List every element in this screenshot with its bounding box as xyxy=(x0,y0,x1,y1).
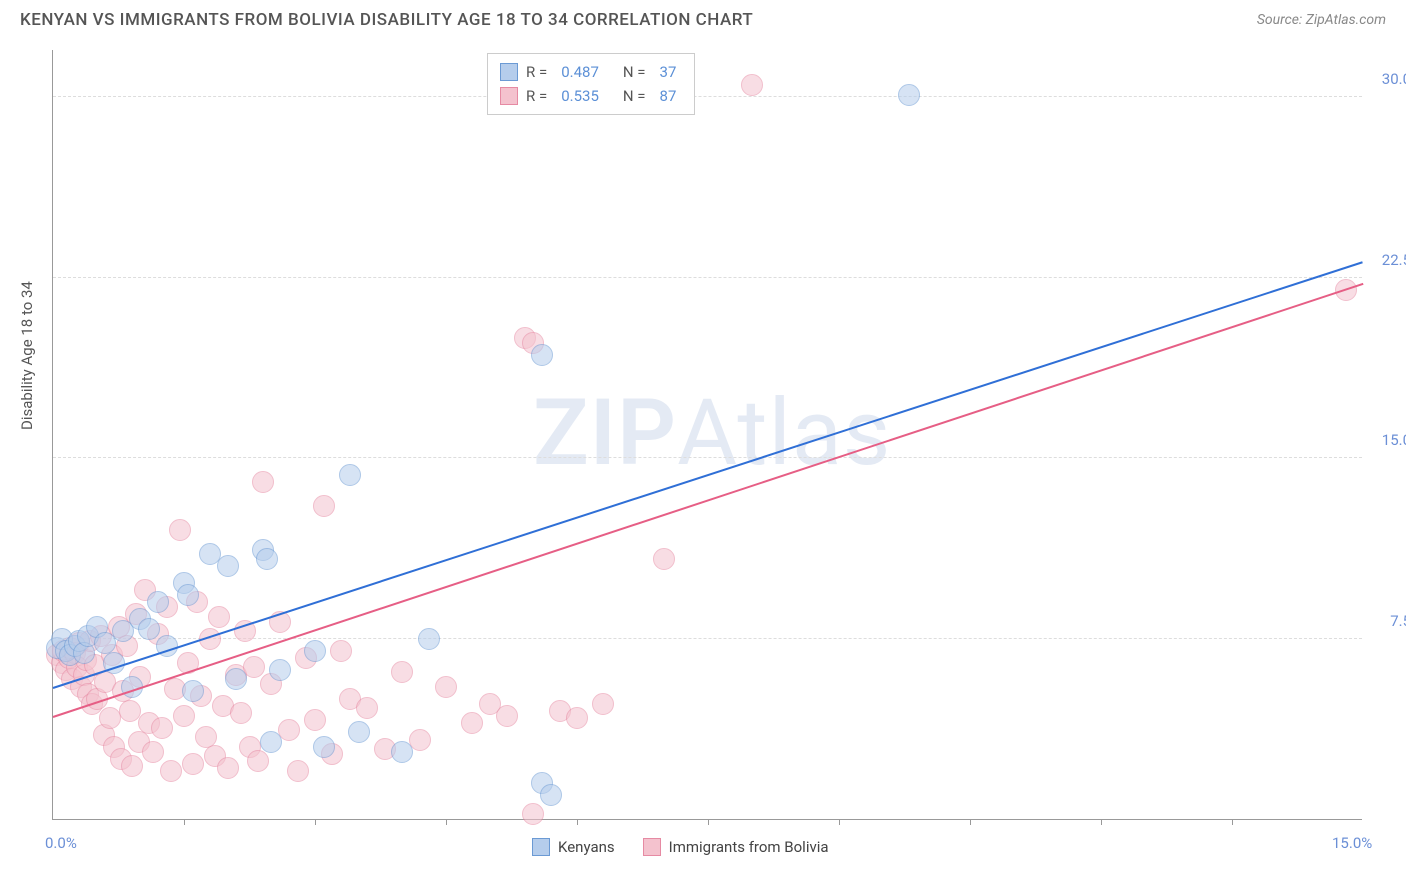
r-value: 0.487 xyxy=(561,63,599,81)
data-point xyxy=(339,464,361,486)
watermark-atlas: Atlas xyxy=(677,380,891,487)
x-axis-origin-label: 0.0% xyxy=(45,834,77,852)
x-tick xyxy=(970,819,971,825)
n-value: 87 xyxy=(660,87,677,105)
data-point xyxy=(287,760,309,782)
data-point xyxy=(898,84,920,106)
watermark-zip: ZIP xyxy=(533,380,677,487)
data-point xyxy=(182,753,204,775)
data-point xyxy=(592,693,614,715)
data-point xyxy=(260,731,282,753)
data-point xyxy=(99,707,121,729)
legend-stats-row: R = 0.487 N = 37 xyxy=(500,60,682,84)
x-axis-end-label: 15.0% xyxy=(1332,834,1372,852)
data-point xyxy=(230,702,252,724)
data-point xyxy=(304,709,326,731)
x-tick xyxy=(839,819,840,825)
data-point xyxy=(391,741,413,763)
data-point xyxy=(435,676,457,698)
data-point xyxy=(496,705,518,727)
data-point xyxy=(173,705,195,727)
gridline xyxy=(53,277,1362,278)
data-point xyxy=(313,736,335,758)
data-point xyxy=(256,548,278,570)
data-point xyxy=(540,784,562,806)
gridline xyxy=(53,457,1362,458)
trend-line xyxy=(53,261,1364,689)
trend-line xyxy=(53,283,1364,718)
data-point xyxy=(138,618,160,640)
x-tick xyxy=(315,819,316,825)
data-point xyxy=(653,548,675,570)
y-tick-label: 22.5% xyxy=(1382,251,1406,269)
title-bar: KENYAN VS IMMIGRANTS FROM BOLIVIA DISABI… xyxy=(0,0,1406,38)
x-tick xyxy=(577,819,578,825)
legend-stats-row: R = 0.535 N = 87 xyxy=(500,84,682,108)
r-label: R = xyxy=(526,87,547,105)
data-point xyxy=(330,640,352,662)
legend-label: Immigrants from Bolivia xyxy=(669,838,829,856)
x-tick xyxy=(1101,819,1102,825)
data-point xyxy=(182,680,204,702)
y-tick-label: 7.5% xyxy=(1390,612,1406,630)
data-point xyxy=(177,584,199,606)
legend-swatch xyxy=(500,63,518,81)
data-point xyxy=(217,555,239,577)
data-point xyxy=(217,757,239,779)
data-point xyxy=(531,344,553,366)
legend-bottom: Kenyans Immigrants from Bolivia xyxy=(532,838,829,856)
legend-swatch xyxy=(500,87,518,105)
legend-stats: R = 0.487 N = 37 R = 0.535 N = 87 xyxy=(487,53,695,115)
data-point xyxy=(247,750,269,772)
x-tick xyxy=(446,819,447,825)
data-point xyxy=(356,697,378,719)
legend-swatch xyxy=(532,838,550,856)
data-point xyxy=(252,471,274,493)
data-point xyxy=(119,700,141,722)
legend-label: Kenyans xyxy=(558,838,615,856)
data-point xyxy=(142,741,164,763)
x-tick xyxy=(184,819,185,825)
source-label: Source: ZipAtlas.com xyxy=(1257,12,1386,28)
data-point xyxy=(348,721,370,743)
data-point xyxy=(269,659,291,681)
y-tick-label: 15.0% xyxy=(1382,431,1406,449)
data-point xyxy=(741,74,763,96)
x-tick xyxy=(1232,819,1233,825)
gridline xyxy=(53,96,1362,97)
data-point xyxy=(121,755,143,777)
data-point xyxy=(160,760,182,782)
data-point xyxy=(147,591,169,613)
legend-item: Immigrants from Bolivia xyxy=(643,838,829,856)
data-point xyxy=(566,707,588,729)
data-point xyxy=(304,640,326,662)
data-point xyxy=(461,712,483,734)
data-point xyxy=(391,661,413,683)
data-point xyxy=(151,717,173,739)
n-label: N = xyxy=(623,87,646,105)
r-value: 0.535 xyxy=(561,87,599,105)
data-point xyxy=(522,803,544,825)
data-point xyxy=(225,668,247,690)
y-axis-label: Disability Age 18 to 34 xyxy=(18,281,36,430)
data-point xyxy=(418,628,440,650)
data-point xyxy=(208,606,230,628)
n-value: 37 xyxy=(660,63,677,81)
y-tick-label: 30.0% xyxy=(1382,70,1406,88)
legend-item: Kenyans xyxy=(532,838,615,856)
n-label: N = xyxy=(623,63,646,81)
scatter-chart: ZIPAtlas 7.5%15.0%22.5%30.0%R =0.487N =3… xyxy=(52,50,1362,820)
data-point xyxy=(313,495,335,517)
x-tick xyxy=(708,819,709,825)
chart-title: KENYAN VS IMMIGRANTS FROM BOLIVIA DISABI… xyxy=(20,10,753,30)
data-point xyxy=(169,519,191,541)
legend-swatch xyxy=(643,838,661,856)
r-label: R = xyxy=(526,63,547,81)
